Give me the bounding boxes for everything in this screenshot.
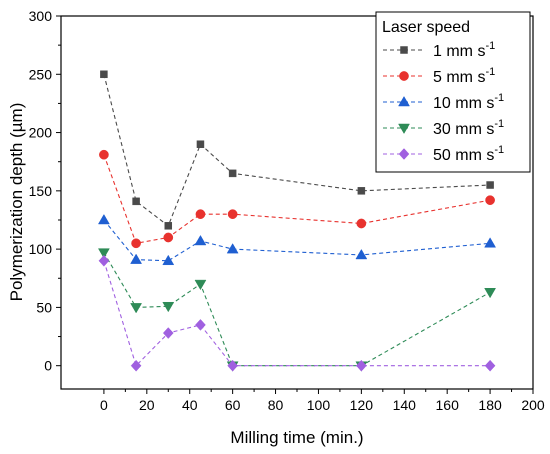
- y-axis-title: Polymerization depth (µm): [7, 103, 26, 302]
- series-1: [100, 70, 494, 230]
- data-point: [357, 187, 366, 195]
- legend-marker: [398, 148, 410, 160]
- data-point: [194, 279, 207, 291]
- data-point: [98, 254, 110, 267]
- axis-ticks: [56, 15, 534, 394]
- y-tick-label: 50: [36, 299, 52, 315]
- data-point: [195, 319, 206, 331]
- legend-item: 1 mm s-1: [383, 40, 495, 60]
- legend: Laser speed 1 mm s-1 5 mm s-1 10 mm s-1 30 …: [375, 11, 531, 173]
- y-tick-label: 100: [29, 241, 53, 257]
- data-point: [130, 303, 143, 314]
- series-2: [99, 149, 495, 249]
- legend-item: 10 mm s-1: [383, 92, 504, 112]
- x-tick-label: 120: [350, 397, 374, 413]
- legend-title: Laser speed: [382, 19, 470, 36]
- data-point: [355, 248, 368, 260]
- data-point: [227, 209, 238, 220]
- y-tick-label: 300: [29, 8, 53, 24]
- series-3: [97, 213, 497, 266]
- data-point: [131, 238, 141, 249]
- data-point: [486, 181, 494, 189]
- x-tick-label: 20: [139, 397, 155, 413]
- data-point: [484, 288, 497, 299]
- legend-label: 5 mm s-1: [433, 66, 495, 86]
- x-tick-label: 160: [436, 397, 460, 413]
- legend-label: 10 mm s-1: [433, 92, 504, 112]
- x-tick-label: 40: [182, 397, 198, 413]
- legend-marker: [400, 46, 408, 54]
- data-point: [162, 327, 174, 339]
- axis-tick-labels: 0 20 40 60 80 100 120 140 160 180 200 0 50 100 150 200 2…: [29, 8, 545, 413]
- data-point: [99, 149, 109, 160]
- series-5: [98, 254, 496, 372]
- y-tick-label: 0: [44, 358, 52, 374]
- data-point: [356, 218, 367, 229]
- y-tick-label: 150: [29, 183, 53, 199]
- x-tick-label: 200: [521, 397, 545, 413]
- data-point: [226, 243, 239, 254]
- data-point: [97, 213, 110, 225]
- legend-label: 30 mm s-1: [433, 118, 504, 138]
- x-axis-title: Milling time (min.): [230, 428, 363, 447]
- legend-marker: [399, 71, 409, 81]
- data-point: [195, 209, 206, 220]
- x-tick-label: 0: [100, 397, 108, 413]
- data-point: [194, 234, 207, 246]
- legend-item: 5 mm s-1: [383, 66, 495, 86]
- data-point: [356, 359, 367, 372]
- data-point: [162, 301, 175, 313]
- series-layer: [97, 70, 497, 372]
- x-tick-label: 60: [225, 397, 241, 413]
- x-tick-label: 180: [478, 397, 502, 413]
- legend-label: 1 mm s-1: [433, 40, 495, 60]
- legend-item: 30 mm s-1: [383, 118, 504, 138]
- series-line: [103, 219, 491, 262]
- data-point: [484, 359, 496, 372]
- data-point: [162, 254, 175, 266]
- x-tick-label: 80: [268, 397, 284, 413]
- data-point: [485, 195, 495, 206]
- legend-item: 50 mm s-1: [383, 144, 504, 164]
- data-point: [100, 70, 108, 79]
- data-point: [130, 359, 142, 372]
- legend-marker: [398, 123, 410, 134]
- series-4: [97, 248, 497, 372]
- legend-box: [375, 11, 531, 173]
- data-point: [97, 248, 110, 259]
- y-tick-label: 200: [29, 125, 53, 141]
- y-tick-label: 250: [29, 66, 53, 82]
- series-line: [103, 260, 491, 367]
- data-point: [484, 237, 497, 248]
- data-point: [164, 222, 173, 230]
- data-point: [130, 253, 143, 264]
- data-point: [228, 169, 237, 178]
- data-point: [196, 140, 205, 148]
- data-point: [227, 359, 238, 372]
- legend-marker: [398, 96, 410, 107]
- legend-items: 1 mm s-1 5 mm s-1 10 mm s-1 30 mm s-1 50 mm …: [383, 40, 504, 164]
- series-line: [103, 252, 491, 367]
- x-tick-label: 100: [307, 397, 331, 413]
- x-tick-label: 140: [393, 397, 417, 413]
- data-point: [163, 232, 174, 243]
- data-point: [132, 197, 140, 206]
- legend-label: 50 mm s-1: [433, 144, 504, 164]
